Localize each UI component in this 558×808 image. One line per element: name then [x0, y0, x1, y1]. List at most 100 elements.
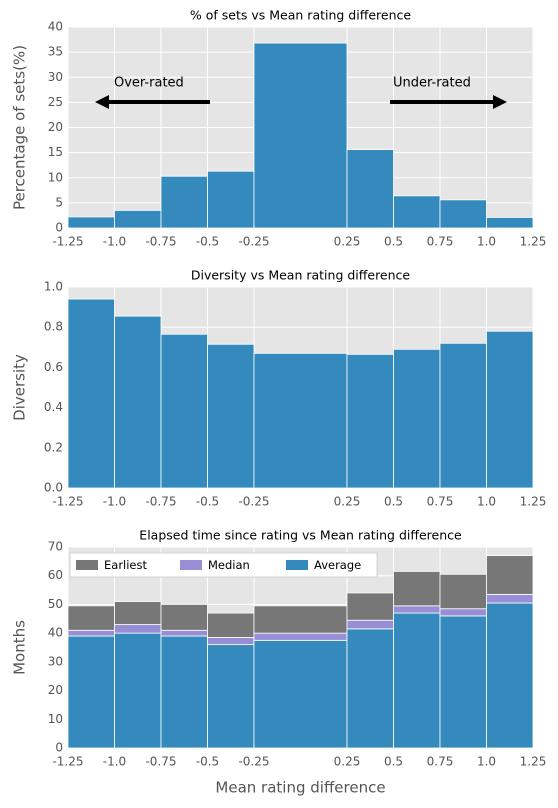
bar [486, 217, 534, 229]
bar-segment [207, 637, 255, 646]
chart-title: Diversity vs Mean rating difference [191, 268, 411, 283]
x-tick-label: -0.5 [196, 495, 219, 509]
x-tick-label: 1.25 [520, 235, 547, 249]
y-tick-label: 10 [48, 170, 63, 184]
x-tick-label: -0.5 [196, 235, 219, 249]
bar [253, 352, 348, 489]
y-tick-label: 40 [48, 20, 63, 34]
bar-segment [486, 593, 534, 604]
y-axis-label: Months [11, 620, 29, 675]
y-tick-label: 40 [48, 626, 63, 640]
x-tick-label: -1.0 [103, 235, 126, 249]
bar [114, 210, 162, 229]
bar-segment [67, 605, 115, 631]
bar [114, 315, 162, 489]
y-tick-label: 1.0 [44, 280, 63, 294]
bar-segment [114, 601, 162, 625]
legend-swatch [180, 560, 202, 570]
x-tick-label: -0.25 [238, 755, 269, 769]
x-tick-label: -0.25 [238, 495, 269, 509]
bar-segment [253, 632, 348, 641]
bar [160, 175, 208, 229]
bar [346, 353, 394, 489]
bar [486, 330, 534, 489]
legend-swatch [286, 560, 308, 570]
bar-segment [67, 635, 115, 749]
x-tick-label: -0.5 [196, 755, 219, 769]
bar-segment [393, 605, 441, 614]
x-tick-label: -0.75 [145, 495, 176, 509]
bar [207, 170, 255, 229]
bar-segment [346, 619, 394, 630]
x-tick-label: 0.25 [334, 755, 361, 769]
legend-label: Average [314, 558, 361, 572]
x-tick-label: 0.25 [334, 495, 361, 509]
y-tick-label: 50 [48, 597, 63, 611]
x-tick-label: -1.0 [103, 755, 126, 769]
bar [393, 195, 441, 229]
y-tick-label: 0.6 [44, 360, 63, 374]
chart-title: % of sets vs Mean rating difference [190, 8, 411, 23]
x-tick-label: -1.25 [52, 755, 83, 769]
bar-segment [439, 608, 487, 617]
annotation: Over-rated [114, 76, 184, 91]
x-tick-label: 0.25 [334, 235, 361, 249]
bar-segment [160, 629, 208, 637]
x-tick-label: -1.25 [52, 235, 83, 249]
chart-title: Elapsed time since rating vs Mean rating… [139, 528, 462, 543]
y-tick-label: 70 [48, 540, 63, 554]
x-tick-label: -0.75 [145, 235, 176, 249]
y-tick-label: 5 [55, 195, 63, 209]
bar-segment [346, 592, 394, 621]
y-tick-label: 25 [48, 95, 63, 109]
x-tick-label: -1.25 [52, 495, 83, 509]
x-tick-label: 0.5 [384, 235, 403, 249]
bar-segment [253, 639, 348, 749]
y-tick-label: 20 [48, 683, 63, 697]
bar [67, 216, 115, 229]
bar-segment [160, 635, 208, 749]
y-tick-label: 35 [48, 45, 63, 59]
bar-segment [160, 604, 208, 631]
y-tick-label: 15 [48, 145, 63, 159]
x-tick-label: 1.0 [477, 755, 496, 769]
y-tick-label: 60 [48, 568, 63, 582]
y-tick-label: 0.8 [44, 320, 63, 334]
arrow-head [493, 95, 507, 109]
y-tick-label: 30 [48, 70, 63, 84]
x-axis-label: Mean rating difference [215, 779, 385, 797]
y-tick-label: 0.4 [44, 400, 63, 414]
x-tick-label: 1.25 [520, 495, 547, 509]
bar-segment [486, 555, 534, 595]
y-axis-label: Percentage of sets(%) [11, 45, 29, 210]
legend-label: Median [208, 558, 250, 572]
legend-label: Earliest [104, 558, 147, 572]
bar [346, 149, 394, 229]
x-tick-label: 1.0 [477, 495, 496, 509]
arrow-head [95, 95, 109, 109]
bar [439, 342, 487, 489]
bar-segment [114, 632, 162, 749]
bar [253, 42, 348, 229]
x-tick-label: -0.25 [238, 235, 269, 249]
y-tick-label: 30 [48, 654, 63, 668]
y-tick-label: 0 [55, 221, 63, 235]
x-tick-label: 1.25 [520, 755, 547, 769]
annotation: Under-rated [393, 76, 471, 91]
bar-segment [207, 612, 255, 638]
y-axis-label: Diversity [11, 354, 29, 421]
bar [439, 199, 487, 229]
x-tick-label: 0.75 [427, 755, 454, 769]
bar [393, 348, 441, 489]
x-tick-label: 0.5 [384, 495, 403, 509]
y-tick-label: 0 [55, 741, 63, 755]
x-tick-label: -0.75 [145, 755, 176, 769]
bar-segment [114, 624, 162, 634]
bar [67, 298, 115, 489]
bar-segment [486, 602, 534, 749]
bar-segment [253, 605, 348, 634]
bar-segment [393, 612, 441, 749]
legend-swatch [76, 560, 98, 570]
y-tick-label: 0.2 [44, 440, 63, 454]
bar-segment [67, 629, 115, 637]
